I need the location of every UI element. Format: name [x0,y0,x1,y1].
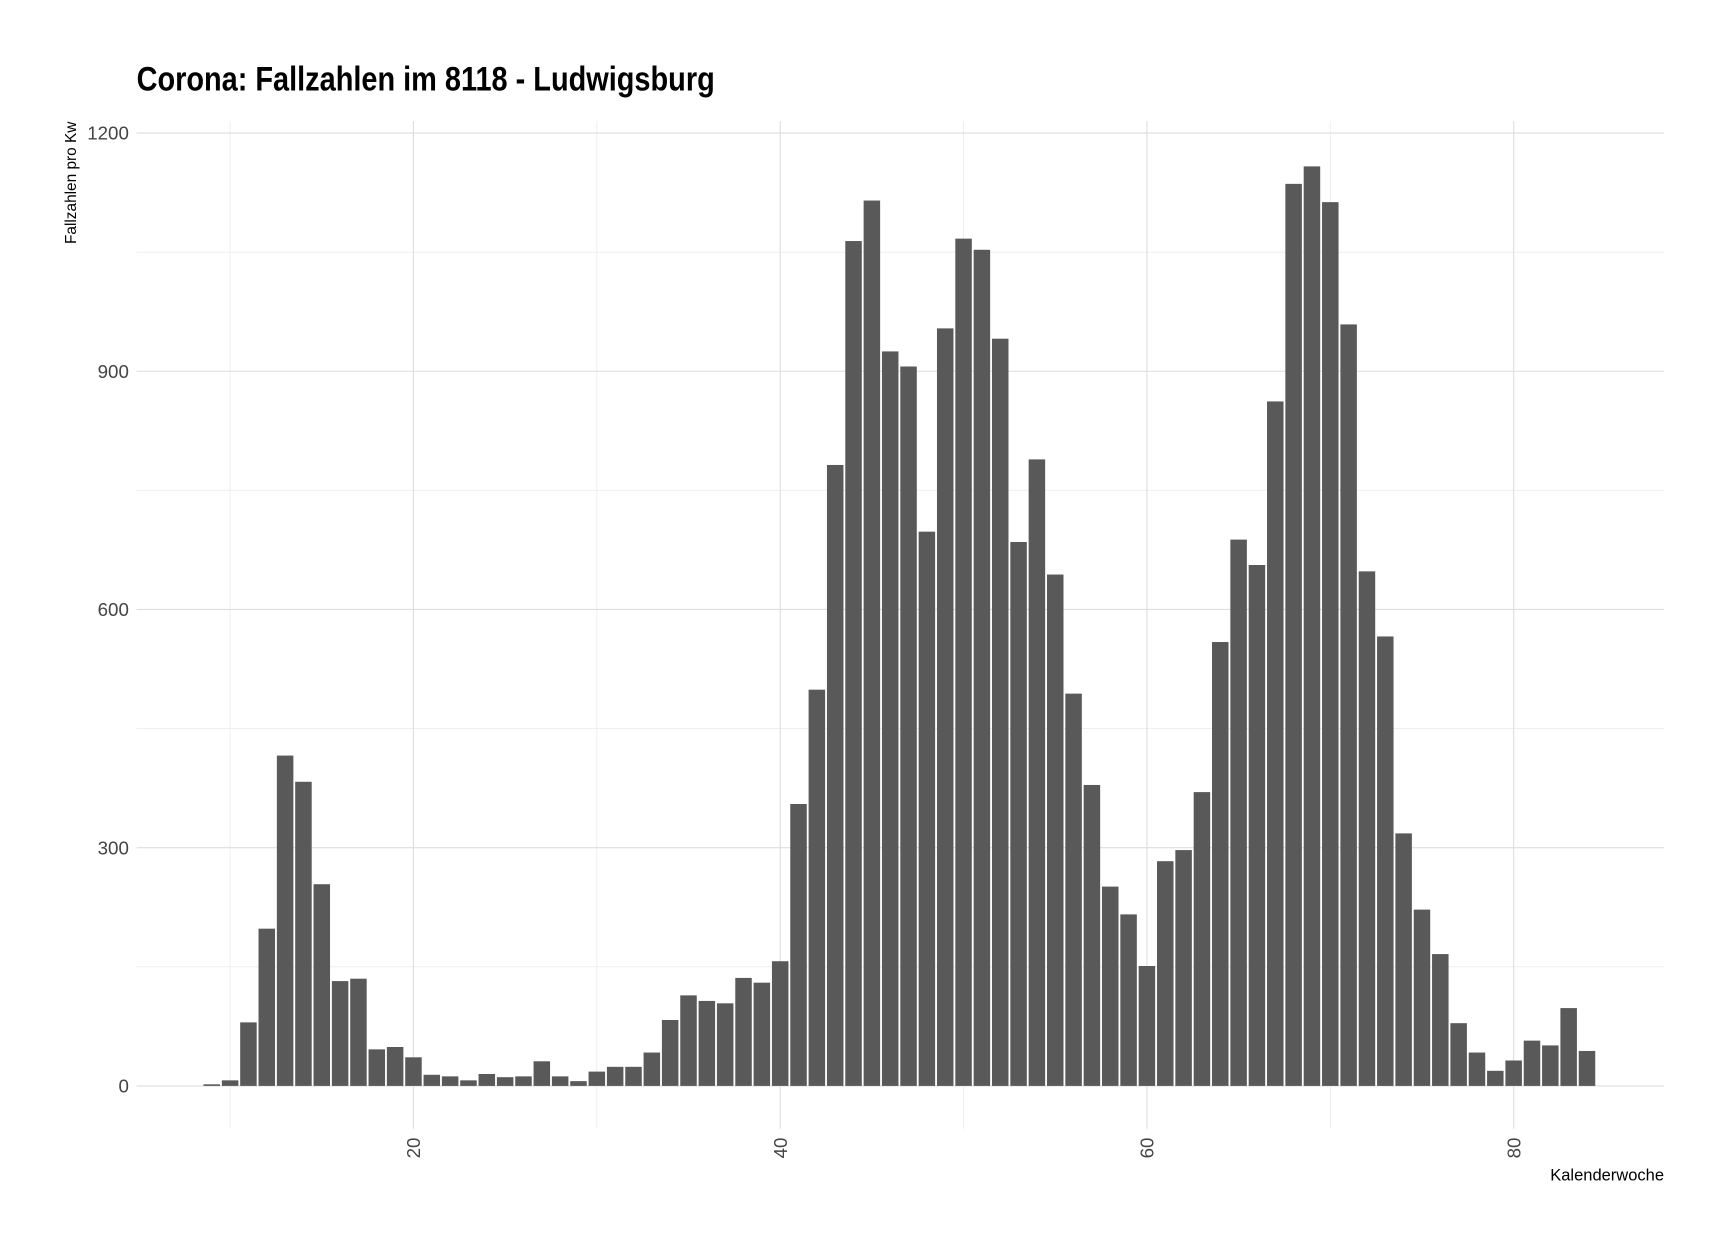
bar [1083,784,1101,1086]
bar [588,1071,606,1086]
bar [790,804,807,1086]
bar [1175,850,1192,1086]
x-tick-label: 40 [770,1138,791,1159]
bar [551,1076,569,1086]
bar [1450,1023,1467,1086]
bar [1413,909,1431,1086]
bar [1468,1052,1486,1086]
bar [716,1003,734,1086]
bar [203,1084,221,1086]
bar [570,1081,587,1086]
bar [1578,1050,1596,1086]
bar [478,1073,496,1086]
bar [1395,833,1412,1086]
bar [900,366,917,1086]
bar [1101,886,1119,1086]
bar [405,1057,422,1086]
y-tick-label: 0 [118,1076,128,1097]
bar [1046,574,1064,1086]
bar [1138,965,1156,1086]
bar [258,928,276,1086]
bar [1505,1060,1522,1086]
bar [936,328,954,1086]
bar [1322,202,1339,1086]
bar [991,338,1009,1086]
bar [845,241,862,1086]
bar [1358,571,1376,1086]
bar [1377,636,1394,1086]
bar [295,781,312,1086]
bar [735,977,752,1086]
bar [1285,183,1302,1086]
y-tick-label: 600 [98,599,129,620]
bar [386,1046,404,1086]
bar [1212,642,1229,1086]
bar [276,755,294,1086]
chart-title: Corona: Fallzahlen im 8118 - Ludwigsburg [137,60,715,98]
grid [136,121,1665,1129]
bar [1248,565,1266,1086]
bar [1432,954,1449,1086]
x-tick-label: 20 [403,1138,424,1159]
bar [771,961,789,1086]
bar [1028,459,1046,1086]
bar [863,200,881,1086]
bar [826,464,844,1086]
y-tick-label: 900 [98,361,129,382]
bar [680,995,697,1086]
bar [955,238,972,1086]
y-axis-label: Fallzahlen pro Kw [63,121,80,244]
bar [221,1080,239,1086]
bar [240,1022,257,1086]
bar [698,1000,716,1086]
bars [203,166,1596,1086]
bar [533,1061,551,1086]
y-tick-label: 300 [98,837,129,858]
bar [1542,1045,1559,1086]
bar [973,249,991,1086]
bar [753,982,771,1086]
bar [1157,861,1174,1086]
x-axis-label: Kalenderwoche [1550,1167,1664,1185]
bar [606,1066,624,1086]
bar [918,531,936,1086]
bar [881,351,899,1086]
bar [1523,1040,1541,1086]
bar [1010,541,1027,1086]
bar [441,1076,459,1086]
bar [661,1019,679,1086]
bar [1340,324,1357,1086]
bar [1560,1008,1577,1086]
bar [1193,792,1211,1086]
bar [1065,693,1082,1086]
bar [460,1080,477,1086]
bar [1120,914,1137,1086]
bar [1487,1070,1504,1086]
bar [625,1066,642,1086]
x-tick-label: 80 [1503,1138,1524,1159]
bar [808,689,826,1086]
bar [423,1074,441,1086]
bar [1267,401,1284,1086]
bar [496,1077,514,1086]
bar [515,1076,532,1086]
y-tick-label: 1200 [87,123,129,144]
bar [350,978,367,1086]
bar [643,1052,661,1086]
bar [1303,166,1321,1086]
bar [313,884,331,1086]
x-tick-label: 60 [1137,1138,1158,1159]
bar [368,1049,386,1086]
bar [1230,539,1247,1086]
bar [331,981,349,1086]
